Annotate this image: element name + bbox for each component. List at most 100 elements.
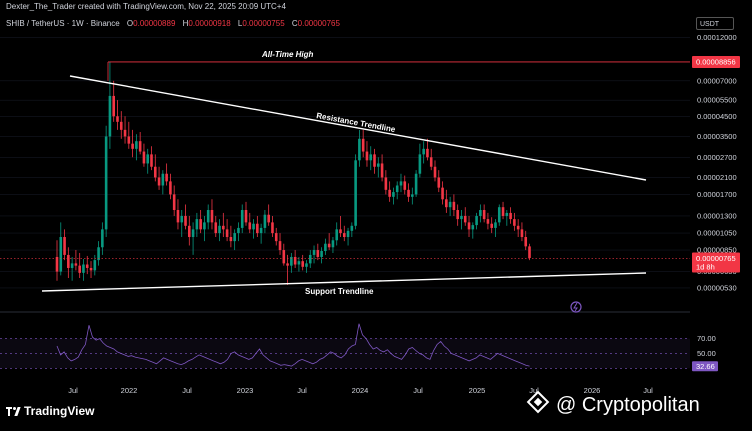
currency-button[interactable]: USDT	[696, 17, 734, 30]
candle	[267, 204, 270, 226]
candle	[176, 199, 180, 230]
candle	[112, 80, 115, 122]
candle	[286, 254, 289, 285]
candle	[222, 212, 225, 238]
time-tick-label: Jul	[68, 386, 78, 395]
candle	[475, 212, 478, 230]
candle	[293, 250, 297, 268]
candle	[153, 154, 157, 182]
candle	[116, 100, 119, 130]
candle	[490, 217, 493, 234]
candle	[271, 215, 274, 238]
candle	[259, 223, 263, 244]
candle	[301, 254, 304, 271]
candle	[467, 215, 471, 238]
time-tick-label: Jul	[529, 386, 539, 395]
candle	[206, 204, 210, 230]
candle	[263, 210, 267, 234]
candle	[203, 215, 206, 242]
rsi-tick-label: 70.00	[697, 334, 716, 343]
price-tick-label: 0.00000530	[697, 283, 737, 292]
candle	[63, 229, 66, 261]
candle	[486, 212, 490, 230]
candle	[524, 230, 528, 251]
candle	[138, 131, 142, 155]
candle	[403, 175, 407, 195]
candle	[479, 204, 482, 223]
candle	[214, 215, 218, 238]
candle	[414, 170, 418, 197]
symbol-name: SHIB / TetherUS · 1W · Binance	[6, 19, 120, 28]
candle	[195, 212, 199, 238]
candle	[463, 207, 467, 226]
candle	[104, 125, 108, 238]
candle	[108, 62, 112, 149]
candle	[248, 212, 252, 234]
candle	[482, 204, 486, 223]
candle	[67, 247, 70, 279]
created-by-text: Dexter_The_Trader created with TradingVi…	[6, 2, 286, 11]
candle	[252, 219, 255, 239]
candle	[497, 204, 501, 226]
time-axis: Jul 2022 Jul 2023 Jul 2024 Jul 2025 Jul 2026 Jul	[68, 386, 653, 395]
price-tick-label: 0.00005500	[697, 96, 737, 105]
ohlc-low-value: 0.00000755	[242, 19, 285, 28]
candle	[361, 129, 365, 158]
candle	[123, 116, 127, 144]
candle	[135, 134, 138, 161]
candle	[316, 243, 320, 261]
candle	[528, 243, 531, 261]
countdown-label: 1d 8h	[696, 263, 715, 272]
ohlc-high-label: H	[182, 19, 189, 28]
price-tick-label: 0.00007000	[697, 76, 737, 85]
price-tick-label: 0.00001700	[697, 190, 737, 199]
candle	[274, 227, 278, 246]
candle	[240, 204, 244, 234]
ohlc-low-label: L	[237, 19, 243, 28]
candle	[191, 222, 195, 255]
candle	[172, 185, 176, 216]
candle	[520, 222, 524, 242]
candle	[501, 201, 505, 220]
candle	[365, 141, 369, 167]
candle	[184, 204, 187, 230]
support-trendline	[41, 272, 647, 292]
candle-series	[55, 62, 531, 285]
candle	[395, 181, 399, 200]
candle	[82, 259, 85, 281]
candle	[85, 255, 89, 275]
candle	[324, 238, 327, 255]
candle	[237, 222, 240, 242]
resistance-trendline	[69, 75, 647, 181]
time-tick-label: 2024	[352, 386, 369, 395]
tradingview-logo: TradingView	[6, 404, 94, 418]
svg-text:0.00008856: 0.00008856	[696, 57, 736, 66]
price-tick-label: 0.00003500	[697, 132, 737, 141]
candle	[157, 166, 161, 190]
time-tick-label: Jul	[413, 386, 423, 395]
price-tick-label: 0.00001050	[697, 229, 737, 238]
candle	[89, 261, 93, 279]
rsi-tick-label: 50.00	[697, 349, 716, 358]
candle	[78, 252, 81, 279]
candle	[350, 222, 354, 238]
candle	[384, 170, 388, 195]
symbol-legend: SHIB / TetherUS · 1W · Binance O0.000008…	[6, 19, 340, 28]
price-axis: 0.00012000 0.00007000 0.00005500 0.00004500…	[697, 33, 737, 292]
candle	[169, 173, 172, 200]
candle	[188, 215, 191, 246]
candle	[441, 181, 444, 205]
candle	[373, 148, 376, 174]
candle	[320, 247, 323, 264]
support-annotation: Support Trendline	[305, 287, 374, 296]
cryptopolitan-icon	[526, 390, 550, 414]
candle	[471, 222, 475, 239]
ohlc-close-value: 0.00000765	[297, 19, 340, 28]
candle	[509, 207, 512, 224]
ohlc-open-label: O	[126, 19, 134, 28]
candle	[339, 215, 342, 238]
candle	[407, 183, 410, 202]
time-tick-label: 2026	[584, 386, 601, 395]
